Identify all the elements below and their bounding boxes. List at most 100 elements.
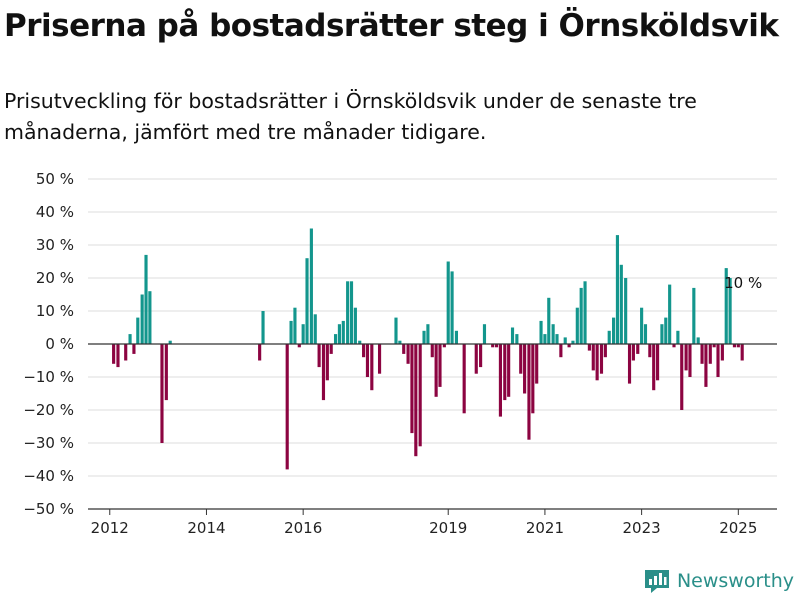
bar [531,344,535,414]
y-tick-label: −50 % [23,500,74,518]
bar [704,344,708,387]
bar [321,344,326,401]
x-tick-label: 2021 [526,519,564,537]
bar [168,340,172,344]
bar [446,261,450,344]
bar [728,278,732,344]
bar [627,344,632,384]
bar [365,344,370,377]
bar [297,344,301,348]
bar [510,327,515,344]
x-axis-labels: 2012 2014 2016 2019 2021 2023 2025 [91,509,757,537]
bar [337,324,341,344]
bar [559,344,563,358]
bar [672,344,676,348]
bar [712,344,716,348]
chart-subtitle: Prisutveckling för bostadsrätter i Örnsk… [4,89,697,144]
bar [414,344,418,457]
bar [285,344,289,470]
bar [619,264,623,344]
bar [160,344,164,443]
y-tick-label: 40 % [36,203,74,221]
y-axis-labels: 50 % 40 % 30 % 20 % 10 % 0 % −10 % −20 % −30 % −4… [23,170,74,518]
bar [116,344,120,368]
bar [341,320,345,344]
x-tick-label: 2012 [91,519,129,537]
bars [112,228,744,470]
bar [587,344,591,351]
bar [535,344,539,384]
bar [112,344,116,364]
bar [261,311,265,344]
bar [736,344,740,348]
axes [88,343,777,510]
y-tick-label: 30 % [36,236,74,254]
bar [732,344,737,348]
bar [507,344,511,397]
bar [430,344,434,358]
bar [422,330,426,344]
bar [648,344,652,358]
bar [140,294,144,344]
bar [664,317,668,344]
newsworthy-logo-icon [644,570,669,593]
y-tick-label: 20 % [36,269,74,287]
y-tick-label: −20 % [23,401,74,419]
x-tick-label: 2016 [284,519,322,537]
bar [438,344,442,387]
bar [656,344,660,381]
bar [301,324,305,344]
bar [724,268,728,344]
bar [660,324,664,344]
bar [700,344,704,364]
bar [418,344,422,447]
bar [640,307,644,344]
chart-title: Priserna på bostadsrätter steg i Örnsköl… [4,8,779,44]
bar [148,291,152,344]
bar [479,344,483,368]
bar [491,344,495,348]
bar [676,330,680,344]
bar [434,344,438,397]
bar [579,287,583,344]
bar [684,344,688,371]
annotations: 10 % [724,274,762,292]
bar [394,317,398,344]
bar [555,334,559,344]
bar [503,344,507,401]
bar [353,307,357,344]
bar [454,330,459,344]
bar [571,340,575,344]
bar [164,344,168,401]
bar [696,337,700,344]
bar [543,334,547,344]
bar [124,344,128,361]
x-tick-label: 2023 [623,519,661,537]
bar [720,344,724,361]
y-tick-label: 0 % [45,335,74,353]
bar [442,344,446,348]
bar [523,344,527,394]
bar [309,228,313,344]
bar [358,340,362,344]
bar [607,330,611,344]
bar [377,344,382,374]
bar [329,344,333,354]
y-tick-label: 50 % [36,170,74,188]
x-tick-label: 2014 [187,519,225,537]
bar [410,344,414,434]
y-tick-label: 10 % [36,302,74,320]
bar [631,344,635,361]
bar [680,344,684,410]
bar [362,344,366,358]
bar [591,344,595,371]
bar [599,344,604,374]
bar [612,317,616,344]
bar [547,297,551,344]
bar [595,344,599,381]
bar [603,344,607,358]
bar [643,324,648,344]
bar [539,320,543,344]
bar [144,254,148,344]
